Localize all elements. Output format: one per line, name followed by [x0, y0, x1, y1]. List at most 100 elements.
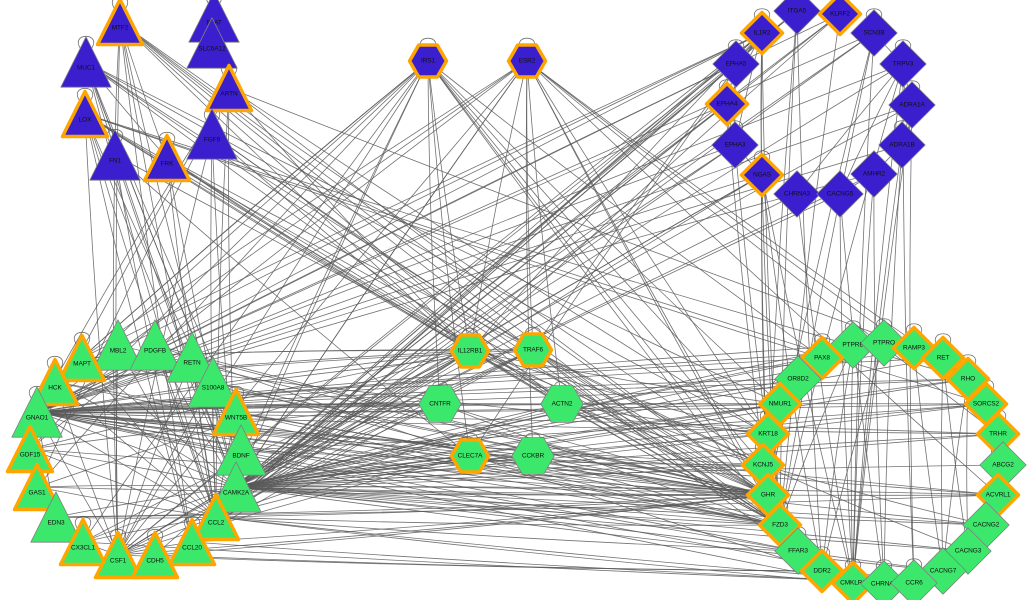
diamond-icon [816, 170, 864, 218]
graph-edge [111, 0, 129, 11]
graph-edge [427, 60, 769, 496]
graph-edge [36, 411, 237, 488]
graph-edge [36, 378, 969, 413]
diamond-icon [738, 151, 786, 199]
graph-node-chrna3[interactable]: CHRNA3 [773, 170, 821, 218]
graph-node-ccr6[interactable]: CCR6 [890, 559, 938, 600]
graph-edge [762, 464, 987, 526]
graph-edge [235, 433, 999, 488]
graph-edge [36, 411, 764, 466]
graph-edge [146, 528, 164, 544]
graph-edge [29, 60, 429, 450]
graph-edge [29, 448, 217, 518]
graph-edge [852, 144, 903, 584]
graph-edge [525, 60, 534, 457]
graph-edge [114, 154, 769, 496]
graph-node-esr2[interactable]: ESR2 [505, 39, 549, 83]
hexagon-icon [511, 434, 555, 478]
triangle-icon [57, 516, 109, 568]
graph-edge [82, 486, 237, 543]
graph-edge [84, 113, 119, 556]
graph-edge [215, 516, 799, 552]
graph-edge [469, 60, 528, 352]
graph-node-fn1[interactable]: FN1 [89, 129, 141, 181]
graph-node-actn2[interactable]: ACTN2 [540, 382, 584, 426]
graph-edge [36, 411, 217, 518]
graph-edge [235, 411, 769, 496]
graph-edge [235, 63, 737, 488]
hexagon-icon [505, 39, 549, 83]
graph-edge [240, 403, 987, 451]
graph-edge [235, 63, 904, 488]
diamond-icon [944, 527, 992, 575]
graph-edge [117, 10, 798, 556]
graph-node-il12rb1[interactable]: IL12RB1 [448, 329, 492, 373]
graph-edge [73, 331, 91, 347]
graph-edge [36, 411, 799, 552]
graph-edge [215, 103, 728, 518]
diamond-icon [703, 80, 751, 128]
graph-edge [36, 486, 217, 518]
diamond-icon [890, 559, 938, 600]
graph-node-frk[interactable]: FRK [141, 132, 193, 184]
diamond-icon [829, 559, 877, 600]
graph-node-cntfr[interactable]: CNTFR [418, 382, 462, 426]
graph-edge [215, 494, 769, 518]
graph-edge [36, 411, 987, 526]
graph-node-cacng5[interactable]: CACNG5 [816, 170, 864, 218]
graph-node-fgf9[interactable]: FGF9 [186, 108, 238, 160]
graph-node-artn[interactable]: ARTN [203, 62, 255, 114]
triangle-icon [56, 332, 108, 384]
triangle-icon [129, 529, 181, 581]
triangle-icon [141, 132, 193, 184]
graph-node-irs1[interactable]: IRS1 [406, 39, 450, 83]
graph-edge [235, 403, 781, 488]
graph-node-cdh5[interactable]: CDH5 [129, 529, 181, 581]
graph-edge [235, 357, 823, 488]
graph-edge [235, 464, 764, 488]
graph-edge [779, 13, 841, 526]
graph-node-cckbr[interactable]: CCKBR [511, 434, 555, 478]
graph-edge [154, 344, 769, 496]
graph-edge [235, 486, 987, 526]
graph-edge [82, 516, 217, 543]
graph-edge [117, 60, 528, 556]
graph-edge [235, 403, 987, 488]
graph-edge [74, 515, 92, 531]
hexagon-icon [448, 434, 492, 478]
graph-edge [526, 60, 769, 435]
graph-edge [235, 378, 799, 488]
graph-node-clec7a[interactable]: CLEC7A [448, 434, 492, 478]
graph-edge [206, 0, 222, 6]
triangle-icon [60, 36, 112, 88]
diamond-icon [888, 81, 936, 129]
graph-edge [119, 21, 764, 466]
triangle-icon [4, 423, 56, 475]
graph-edge [36, 485, 237, 488]
graph-edge [852, 32, 875, 584]
graph-edge [427, 60, 781, 526]
hexagon-icon [540, 382, 584, 426]
graph-node-muc1[interactable]: MUC1 [60, 36, 112, 88]
graph-edge [166, 157, 563, 405]
graph-edge [117, 494, 769, 556]
graph-edge [762, 464, 969, 552]
graph-edge [36, 411, 799, 552]
graph-edge [212, 381, 769, 496]
graph-edge [215, 516, 854, 584]
graph-edge [36, 411, 781, 526]
diamond-icon [773, 170, 821, 218]
graph-edge [106, 128, 124, 144]
graph-edge [211, 133, 237, 488]
graph-edge [941, 357, 944, 572]
graph-edge [235, 403, 987, 488]
graph-edge [81, 60, 528, 359]
graph-edge [913, 347, 944, 572]
graph-node-traf6[interactable]: TRAF6 [511, 328, 555, 372]
graph-edge [235, 403, 563, 488]
graph-edge [235, 378, 969, 488]
graph-edge [81, 32, 763, 359]
graph-edge [36, 174, 763, 413]
